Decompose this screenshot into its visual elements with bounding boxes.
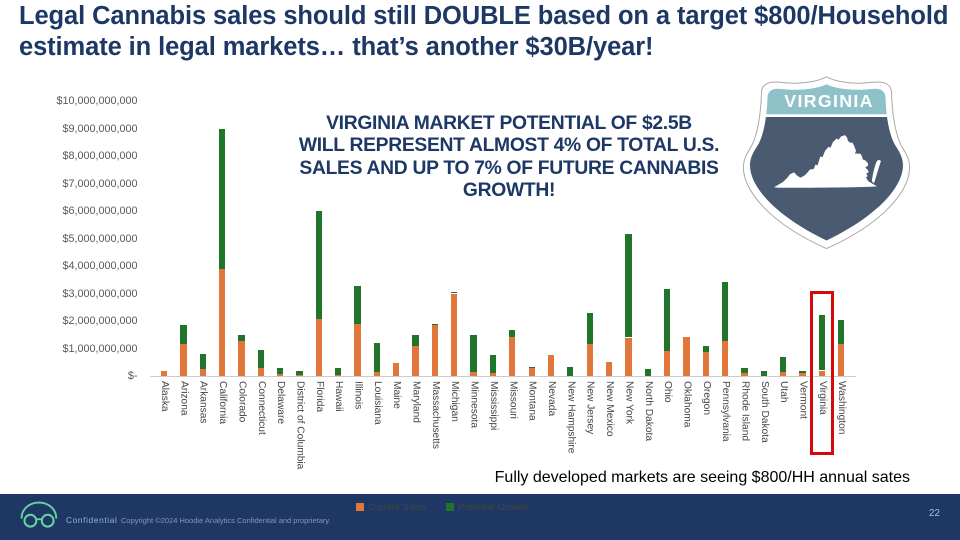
svg-text:VIRGINIA: VIRGINIA <box>784 91 873 111</box>
